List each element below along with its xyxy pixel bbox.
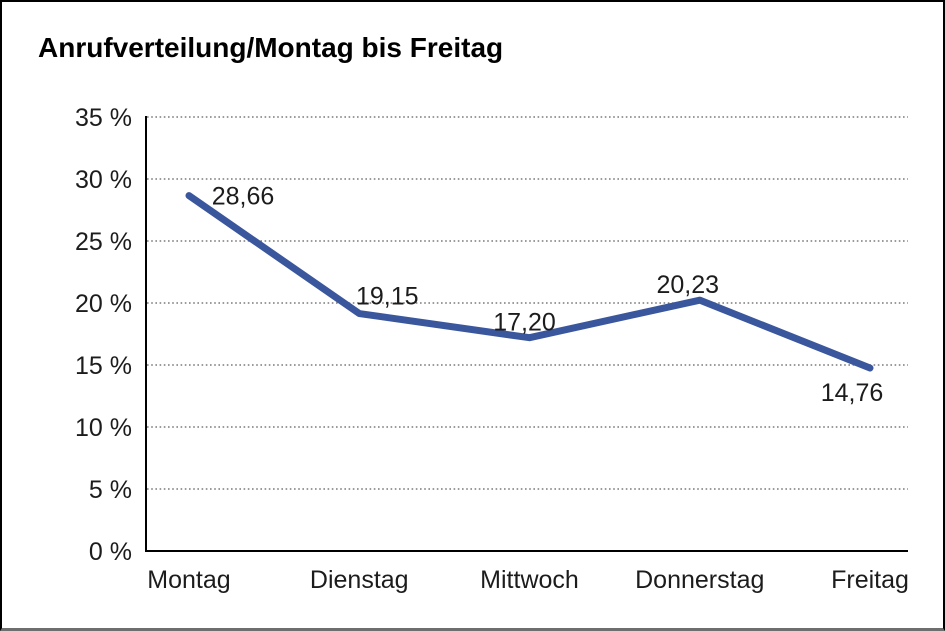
y-tick-label-5: 5 % [89, 476, 132, 504]
y-tick-label-35: 35 % [75, 104, 132, 132]
y-tick-label-0: 0 % [89, 538, 132, 566]
x-tick-label-montag: Montag [147, 566, 230, 594]
data-label-montag: 28,66 [212, 183, 275, 211]
x-tick-label-mittwoch: Mittwoch [480, 566, 579, 594]
data-label-dienstag: 19,15 [356, 283, 419, 311]
data-label-mittwoch: 17,20 [493, 309, 556, 337]
data-label-donnerstag: 20,23 [656, 271, 719, 299]
y-tick-label-20: 20 % [75, 290, 132, 318]
y-tick-label-10: 10 % [75, 414, 132, 442]
y-tick-label-15: 15 % [75, 352, 132, 380]
y-tick-label-30: 30 % [75, 166, 132, 194]
chart-title: Anrufverteilung/Montag bis Freitag [38, 32, 504, 63]
data-label-freitag: 14,76 [821, 379, 884, 407]
x-tick-label-freitag: Freitag [831, 566, 909, 594]
y-tick-label-25: 25 % [75, 228, 132, 256]
series-line [185, 192, 874, 372]
x-tick-label-donnerstag: Donnerstag [635, 566, 764, 594]
x-tick-label-dienstag: Dienstag [310, 566, 409, 594]
